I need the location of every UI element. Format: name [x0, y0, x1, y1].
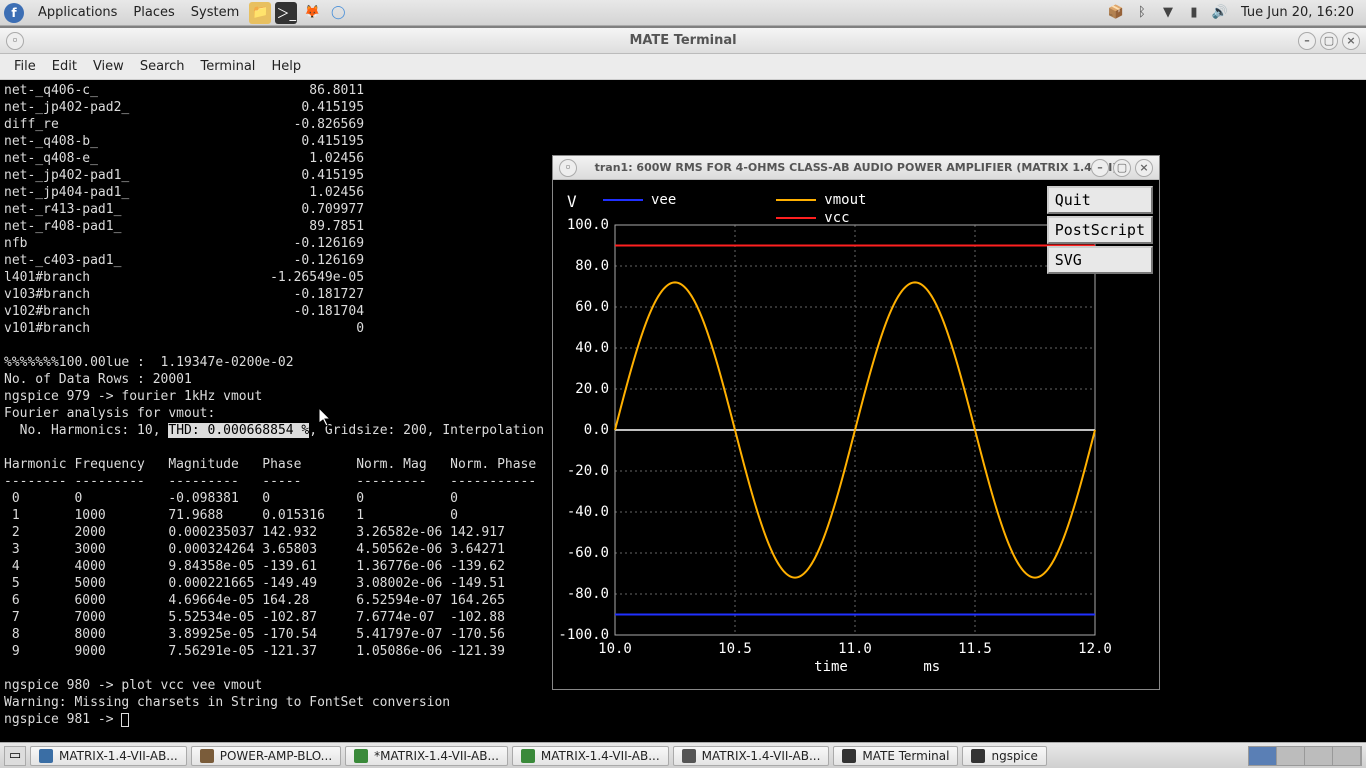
svg-text:ms: ms — [923, 659, 940, 675]
taskbar-item-1[interactable]: POWER-AMP-BLO... — [191, 746, 341, 766]
plot-window-menu-icon[interactable]: ◦ — [559, 159, 577, 177]
places-menu[interactable]: Places — [125, 5, 182, 20]
show-desktop-button[interactable]: ▭ — [4, 746, 26, 766]
plot-close-button[interactable]: × — [1135, 159, 1153, 177]
svg-text:10.5: 10.5 — [718, 641, 752, 657]
system-menu[interactable]: System — [183, 5, 247, 20]
menu-view[interactable]: View — [85, 59, 132, 74]
volume-icon[interactable]: 🔊 — [1211, 4, 1229, 22]
minimize-button[interactable]: – — [1298, 32, 1316, 50]
taskbar-item-3[interactable]: MATRIX-1.4-VII-AB... — [512, 746, 669, 766]
plot-toolbar: Quit PostScript SVG — [1047, 186, 1153, 274]
top-panel: f Applications Places System 📁 ＞_ 🦊 ◯ 📦 … — [0, 0, 1366, 26]
svg-text:12.0: 12.0 — [1078, 641, 1112, 657]
clock[interactable]: Tue Jun 20, 16:20 — [1233, 5, 1362, 20]
svg-text:-60.0: -60.0 — [567, 545, 609, 561]
workspace-4[interactable] — [1333, 747, 1361, 765]
plot-maximize-button[interactable]: ▢ — [1113, 159, 1131, 177]
menu-search[interactable]: Search — [132, 59, 193, 74]
taskbar-item-6[interactable]: ngspice — [962, 746, 1046, 766]
applications-menu[interactable]: Applications — [30, 5, 125, 20]
quit-button[interactable]: Quit — [1047, 186, 1153, 214]
svg-text:100.0: 100.0 — [567, 217, 609, 233]
plot-window: ◦ tran1: 600W RMS FOR 4-OHMS CLASS-AB AU… — [552, 155, 1160, 690]
window-menu-icon[interactable]: ◦ — [6, 32, 24, 50]
bluetooth-icon[interactable]: ᛒ — [1133, 4, 1151, 22]
menu-file[interactable]: File — [6, 59, 44, 74]
plot-minimize-button[interactable]: – — [1091, 159, 1109, 177]
app-icon[interactable]: ◯ — [327, 2, 349, 24]
svg-button[interactable]: SVG — [1047, 246, 1153, 274]
svg-text:60.0: 60.0 — [575, 299, 609, 315]
menu-help[interactable]: Help — [263, 59, 309, 74]
menu-edit[interactable]: Edit — [44, 59, 85, 74]
package-icon[interactable]: 📦 — [1107, 4, 1125, 22]
svg-text:time: time — [814, 659, 848, 675]
terminal-launcher-icon[interactable]: ＞_ — [275, 2, 297, 24]
workspace-1[interactable] — [1249, 747, 1277, 765]
file-manager-icon[interactable]: 📁 — [249, 2, 271, 24]
firefox-icon[interactable]: 🦊 — [301, 2, 323, 24]
svg-text:11.5: 11.5 — [958, 641, 992, 657]
taskbar-item-5[interactable]: MATE Terminal — [833, 746, 958, 766]
close-button[interactable]: × — [1342, 32, 1360, 50]
svg-text:0.0: 0.0 — [584, 422, 609, 438]
terminal-menubar: File Edit View Search Terminal Help — [0, 54, 1366, 80]
taskbar-item-4[interactable]: MATRIX-1.4-VII-AB... — [673, 746, 830, 766]
battery-icon[interactable]: ▮ — [1185, 4, 1203, 22]
maximize-button[interactable]: ▢ — [1320, 32, 1338, 50]
workspace-2[interactable] — [1277, 747, 1305, 765]
terminal-titlebar[interactable]: ◦ MATE Terminal – ▢ × — [0, 28, 1366, 54]
bottom-panel: ▭ MATRIX-1.4-VII-AB...POWER-AMP-BLO...*M… — [0, 742, 1366, 768]
svg-text:20.0: 20.0 — [575, 381, 609, 397]
menu-terminal[interactable]: Terminal — [192, 59, 263, 74]
postscript-button[interactable]: PostScript — [1047, 216, 1153, 244]
terminal-title: MATE Terminal — [629, 33, 736, 48]
taskbar-item-0[interactable]: MATRIX-1.4-VII-AB... — [30, 746, 187, 766]
svg-text:80.0: 80.0 — [575, 258, 609, 274]
taskbar-item-2[interactable]: *MATRIX-1.4-VII-AB... — [345, 746, 508, 766]
svg-text:-20.0: -20.0 — [567, 463, 609, 479]
plot-title: tran1: 600W RMS FOR 4-OHMS CLASS-AB AUDI… — [595, 161, 1118, 174]
svg-text:11.0: 11.0 — [838, 641, 872, 657]
svg-text:10.0: 10.0 — [598, 641, 632, 657]
fedora-icon[interactable]: f — [4, 3, 24, 23]
svg-text:-80.0: -80.0 — [567, 586, 609, 602]
svg-text:-40.0: -40.0 — [567, 504, 609, 520]
workspace-switcher[interactable] — [1248, 746, 1362, 766]
wifi-icon[interactable]: ▼ — [1159, 4, 1177, 22]
plot-titlebar[interactable]: ◦ tran1: 600W RMS FOR 4-OHMS CLASS-AB AU… — [553, 156, 1159, 180]
workspace-3[interactable] — [1305, 747, 1333, 765]
svg-text:40.0: 40.0 — [575, 340, 609, 356]
plot-canvas: Quit PostScript SVG V vee vmout vcc 100.… — [553, 180, 1159, 689]
